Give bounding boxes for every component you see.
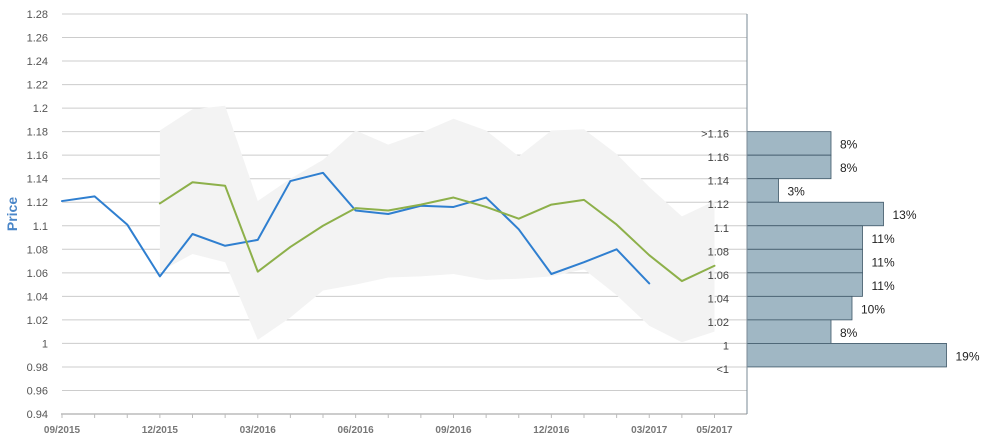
distribution-bar [746,343,947,368]
y-axis-ticks: 0.94 0.96 0.98 1 1.02 1.04 1.06 1.08 1.1 1.12 1.14… [27,9,48,421]
distribution-bin-label: 1.14 [708,176,729,188]
distribution-percent-label: 10% [861,302,885,316]
distribution-bar [746,248,863,274]
y-tick-label: 1 [42,338,48,350]
x-tick-label: 12/2016 [533,425,570,436]
distribution-bar [746,225,863,250]
y-tick-label: 1.26 [27,33,48,45]
distribution-percent-label: 11% [872,232,895,246]
y-tick-label: 0.96 [27,385,48,397]
distribution-percent-label: 8% [840,326,858,340]
y-tick-label: 1.04 [27,291,48,303]
distribution-bar [746,319,832,344]
distribution-bin-label: 1.1 [714,223,729,235]
x-tick-label: 03/2017 [631,425,668,436]
distribution-bin-label: 1.12 [708,199,729,211]
distribution-bar [746,131,832,156]
series-lines [61,171,716,285]
actual-series-line [61,171,651,285]
x-tick-label: 05/2017 [696,425,733,436]
y-tick-label: 0.98 [27,362,48,374]
distribution-bin-label: 1.06 [708,270,729,282]
axes [61,14,748,415]
y-tick-label: 1.06 [27,268,48,280]
x-tick-label: 09/2015 [44,425,81,436]
y-tick-label: 1.2 [33,103,48,115]
distribution-bin-label: <1 [716,364,729,376]
distribution-percent-labels: 8%8%3%13%11%11%11%10%8%19% [788,138,980,364]
x-axis-ticks: 09/2015 12/2015 03/2016 06/2016 09/2016 12/20… [44,414,733,436]
y-tick-label: 1.16 [27,150,48,162]
y-tick-label: 1.1 [33,221,48,233]
x-tick-label: 06/2016 [338,425,375,436]
distribution-bar [746,295,853,321]
y-tick-label: 1.14 [27,174,48,186]
y-tick-label: 1.22 [27,80,48,92]
y-tick-label: 1.12 [27,197,48,209]
confidence-band-area [159,105,715,343]
y-tick-label: 1.08 [27,244,48,256]
distribution-bin-label: >1.16 [701,129,729,141]
x-tick-label: 09/2016 [435,425,472,436]
distribution-percent-label: 13% [893,208,917,222]
distribution-percent-label: 8% [840,138,858,152]
distribution-percent-label: 8% [840,161,858,175]
y-tick-label: 1.02 [27,315,48,327]
y-axis-label: Price [4,197,20,231]
distribution-percent-label: 11% [872,279,895,293]
distribution-percent-label: 19% [956,349,980,363]
distribution-bar [746,154,832,180]
distribution-bin-label: 1.04 [708,293,729,305]
y-tick-label: 1.18 [27,127,48,139]
y-tick-label: 1.28 [27,9,48,21]
y-tick-label: 1.24 [27,56,48,68]
forecast-confidence-band [159,105,715,343]
distribution-bin-label: 1.08 [708,246,729,258]
x-tick-label: 12/2015 [142,425,179,436]
distribution-bin-label: 1 [723,340,729,352]
distribution-bar [746,178,779,203]
distribution-bar [746,272,863,297]
distribution-bin-label: 1.16 [708,152,729,164]
distribution-bar [746,201,884,227]
x-tick-label: 03/2016 [240,425,277,436]
distribution-bin-label: 1.02 [708,317,729,329]
distribution-percent-label: 11% [872,255,895,269]
forecast-series-line [158,181,716,283]
y-tick-label: 0.94 [27,409,48,421]
distribution-bin-labels: >1.16 1.16 1.14 1.12 1.1 1.08 1.06 1.04 1.02 1 <1 [701,129,729,376]
distribution-percent-label: 3% [788,185,806,199]
